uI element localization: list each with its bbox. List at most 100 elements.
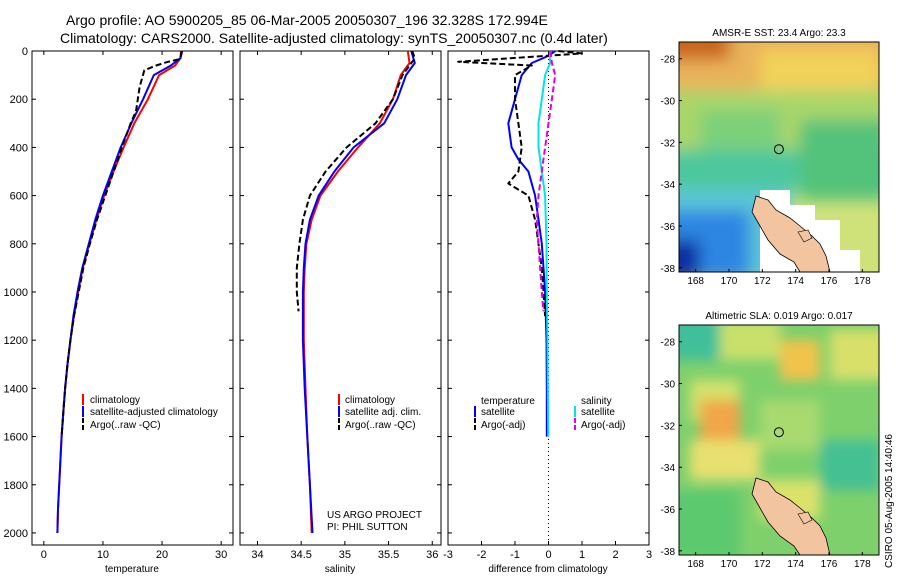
x-tick-label: 0	[41, 549, 47, 561]
legend-entry-satellite: satellite adj. clim.	[345, 407, 421, 418]
map-y-tick-label: -38	[661, 547, 676, 558]
legend-entry-sal-satellite: satellite	[581, 407, 615, 418]
map-y-tick-label: -36	[661, 505, 676, 516]
temperature-series	[56, 50, 184, 534]
salinity-series	[295, 50, 416, 534]
figure-title-line2: Climatology: CARS2000. Satellite-adjuste…	[60, 30, 608, 46]
map-y-tick-label: -28	[661, 55, 676, 66]
side-timestamp: CSIRO 05-Aug-2005 14:40:46	[884, 434, 895, 568]
temperature-legend: climatology satellite-adjusted climatolo…	[82, 394, 218, 431]
difference-axes: -3 -2 -1 0 1 2 3	[443, 50, 652, 561]
project-note-line1: US ARGO PROJECT	[327, 510, 422, 521]
salinity-axes: 34 34.5 35 35.5 36	[240, 50, 441, 561]
y-tick-label: 800	[10, 239, 28, 251]
difference-legend: temperature satellite Argo(-adj) salinit…	[474, 396, 625, 431]
sla-map-field	[679, 325, 879, 555]
x-tick-label: 20	[156, 549, 168, 561]
y-tick-label: 1200	[4, 335, 28, 347]
x-tick-label: -1	[510, 549, 520, 561]
map-y-tick-label: -38	[661, 264, 676, 275]
temperature-axes: 0 10 20 30 0 200 400 600 800 1000 1200 1400 1600 1800…	[4, 46, 233, 561]
x-tick-label: 3	[646, 549, 652, 561]
sla-map-frame	[678, 324, 880, 556]
series-line-salinity-satellite	[537, 50, 552, 437]
map-y-tick-label: -30	[661, 97, 676, 108]
sst-map-coastline	[751, 195, 831, 272]
legend-entry-satellite: satellite-adjusted climatology	[90, 407, 218, 418]
legend-entry-temp-satellite: satellite	[481, 407, 515, 418]
series-line-argo-raw-qc	[60, 50, 183, 437]
x-tick-label: 35	[339, 549, 351, 561]
map-x-tick-label: 174	[787, 559, 804, 570]
legend-title-temperature: temperature	[481, 396, 535, 407]
sla-map-title: Altimetric SLA: 0.019 Argo: 0.017	[705, 311, 853, 322]
y-tick-label: 1600	[4, 432, 28, 444]
salinity-xlabel: salinity	[325, 564, 356, 575]
x-tick-label: 2	[612, 549, 618, 561]
map-y-tick-label: -36	[661, 222, 676, 233]
series-line-satellite-adj-clim	[301, 50, 416, 534]
sla-profile-marker	[773, 427, 784, 438]
difference-series	[457, 50, 583, 437]
series-line-temperature-satellite	[507, 50, 556, 437]
sst-map-title: AMSR-E SST: 23.4 Argo: 23.3	[712, 28, 846, 39]
x-tick-label: 34.5	[290, 549, 311, 561]
legend-entry-temp-argo: Argo(-adj)	[481, 420, 525, 431]
x-tick-label: 35.5	[378, 549, 399, 561]
x-tick-label: 30	[215, 549, 227, 561]
map-y-tick-label: -30	[661, 380, 676, 391]
map-x-tick-label: 178	[854, 559, 871, 570]
legend-entry-argo: Argo(..raw -QC)	[90, 420, 161, 431]
legend-title-salinity: salinity	[581, 396, 612, 407]
salinity-legend: climatology satellite adj. clim. Argo(..…	[338, 394, 421, 431]
map-x-tick-label: 176	[821, 276, 838, 287]
legend-entry-sal-argo: Argo(-adj)	[581, 420, 625, 431]
map-x-tick-label: 174	[787, 276, 804, 287]
legend-entry-climatology: climatology	[345, 395, 395, 406]
map-x-tick-label: 172	[754, 276, 771, 287]
map-y-tick-label: -32	[661, 421, 676, 432]
map-x-tick-label: 168	[687, 559, 704, 570]
map-y-tick-label: -32	[661, 138, 676, 149]
x-tick-label: -2	[477, 549, 487, 561]
x-tick-label: 36	[426, 549, 438, 561]
y-tick-label: 1400	[4, 383, 28, 395]
temperature-plot-frame	[31, 50, 234, 546]
map-x-tick-label: 170	[721, 276, 738, 287]
y-tick-label: 0	[22, 46, 28, 58]
y-tick-label: 2000	[4, 528, 28, 540]
y-tick-label: 1800	[4, 480, 28, 492]
sla-map-coastline	[751, 477, 831, 555]
x-tick-label: 0	[545, 549, 551, 561]
sla-map-axes: 168 170 172 174 176 178 -28 -30 -32 -34 -36 -38	[661, 338, 872, 570]
y-tick-label: 1000	[4, 287, 28, 299]
map-x-tick-label: 172	[754, 559, 771, 570]
map-x-tick-label: 168	[687, 276, 704, 287]
legend-entry-climatology: climatology	[90, 395, 140, 406]
difference-xlabel: difference from climatology	[488, 564, 607, 575]
series-line-climatology	[56, 50, 182, 534]
map-x-tick-label: 176	[821, 559, 838, 570]
sst-profile-marker	[773, 144, 784, 155]
y-tick-label: 200	[10, 94, 28, 106]
sst-map-field	[679, 42, 879, 272]
map-y-tick-label: -28	[661, 338, 676, 349]
x-tick-label: -3	[443, 549, 453, 561]
series-line-salinity-argo-adj	[535, 50, 557, 312]
x-tick-label: 10	[97, 549, 109, 561]
legend-entry-argo: Argo(..raw -QC)	[345, 420, 416, 431]
series-line-satellite-adjusted-climatology	[56, 50, 184, 534]
figure-title-line1: Argo profile: AO 5900205_85 06-Mar-2005 …	[66, 12, 548, 28]
sst-map-frame	[678, 41, 880, 273]
y-tick-label: 600	[10, 191, 28, 203]
project-note-line2: PI: PHIL SUTTON	[327, 522, 408, 533]
y-tick-label: 400	[10, 142, 28, 154]
series-line-climatology	[302, 50, 411, 534]
salinity-plot-frame	[239, 50, 442, 546]
x-tick-label: 1	[579, 549, 585, 561]
sst-map-axes: 168 170 172 174 176 178 -28 -30 -32 -34 -36 -38	[661, 55, 872, 287]
temperature-xlabel: temperature	[105, 564, 159, 575]
map-x-tick-label: 178	[854, 276, 871, 287]
x-tick-label: 34	[251, 549, 263, 561]
